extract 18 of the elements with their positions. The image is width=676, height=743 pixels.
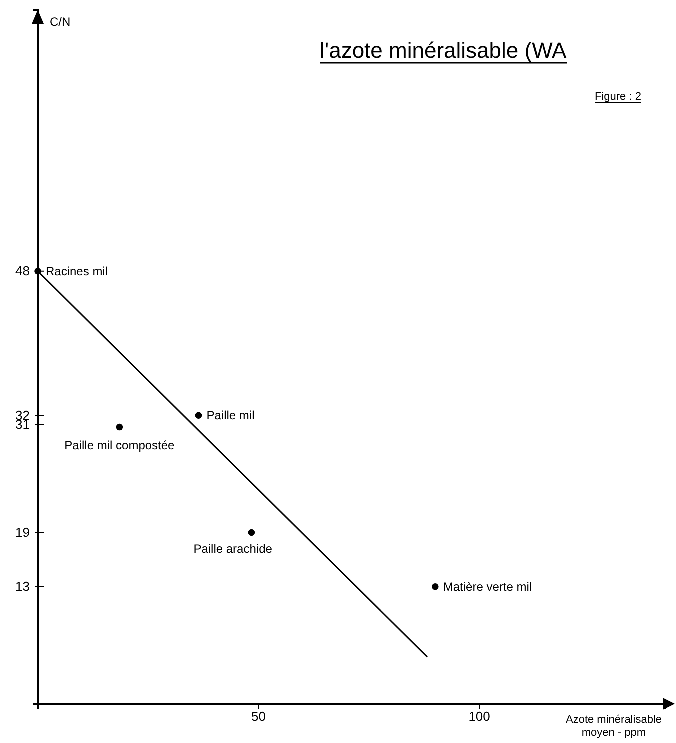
annotation: Paille mil compostée [64,438,176,452]
annotation: Paille arachide [194,542,273,556]
x-tick-label: 100 [468,709,490,724]
point [195,412,202,419]
annotation: Figure : 2 [595,91,642,103]
x-tick-label: 50 [252,709,266,724]
y-axis-title: C/N [50,15,71,29]
point [116,424,124,431]
y-tick-label: 48 [16,264,30,279]
x-axis-title: Azote minéralisable moyen - ppm [566,714,662,739]
point [248,529,256,536]
annotation: Paille mil [206,408,255,423]
text: l'azote minéralisable (WA [320,38,568,63]
point [432,583,439,590]
annotation: Matière verte mil [443,580,532,594]
y-tick-label: 19 [16,524,30,540]
y-tick-label: 13 [16,578,30,594]
annotation: Racines mil [46,264,108,278]
